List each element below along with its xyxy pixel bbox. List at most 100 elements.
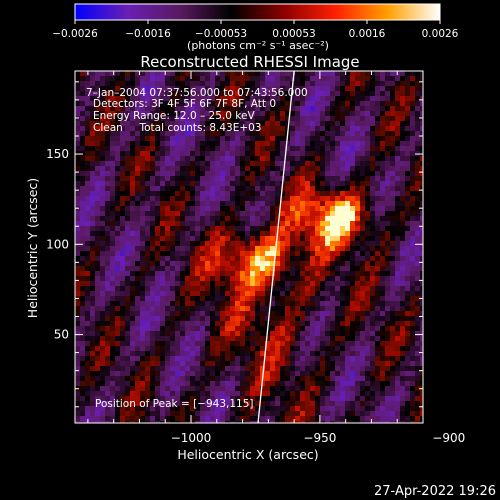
heatmap-cell	[175, 101, 181, 107]
heatmap-cell	[85, 381, 91, 387]
heatmap-cell	[95, 341, 101, 347]
heatmap-cell	[125, 106, 131, 112]
heatmap-cell	[175, 421, 181, 423]
heatmap-cell	[375, 306, 381, 312]
heatmap-cell	[290, 171, 296, 177]
heatmap-cell	[175, 406, 181, 412]
heatmap-cell	[380, 231, 386, 237]
heatmap-cell	[75, 146, 81, 152]
heatmap-cell	[195, 261, 201, 267]
heatmap-cell	[110, 396, 116, 402]
heatmap-cell	[420, 231, 423, 237]
heatmap-cell	[365, 411, 371, 417]
heatmap-cell	[80, 156, 86, 162]
heatmap-cell	[415, 176, 421, 182]
heatmap-cell	[220, 216, 226, 222]
heatmap-cell	[380, 266, 386, 272]
heatmap-cell	[140, 161, 146, 167]
heatmap-cell	[205, 241, 211, 247]
heatmap-cell	[385, 396, 391, 402]
heatmap-cell	[330, 201, 336, 207]
heatmap-cell	[170, 121, 176, 127]
heatmap-cell	[300, 351, 306, 357]
heatmap-cell	[400, 186, 406, 192]
heatmap-cell	[110, 241, 116, 247]
heatmap-cell	[95, 406, 101, 412]
heatmap-cell	[225, 346, 231, 352]
heatmap-cell	[170, 346, 176, 352]
heatmap-cell	[115, 86, 121, 92]
heatmap-cell	[295, 151, 301, 157]
heatmap-cell	[285, 331, 291, 337]
heatmap-cell	[225, 71, 231, 77]
heatmap-cell	[335, 381, 341, 387]
heatmap-cell	[185, 331, 191, 337]
heatmap-cell	[100, 246, 106, 252]
heatmap-cell	[75, 401, 81, 407]
heatmap-cell	[370, 76, 376, 82]
heatmap-cell	[210, 146, 216, 152]
heatmap-cell	[240, 121, 246, 127]
heatmap-cell	[355, 311, 361, 317]
heatmap-cell	[405, 336, 411, 342]
heatmap-cell	[215, 231, 221, 237]
heatmap-cell	[240, 81, 246, 87]
heatmap-cell	[135, 81, 141, 87]
heatmap-cell	[155, 121, 161, 127]
heatmap-cell	[215, 251, 221, 257]
heatmap-cell	[125, 211, 131, 217]
heatmap-cell	[130, 361, 136, 367]
heatmap-cell	[95, 76, 101, 82]
heatmap-cell	[120, 351, 126, 357]
heatmap-cell	[195, 401, 201, 407]
heatmap-cell	[400, 141, 406, 147]
heatmap-cell	[390, 386, 396, 392]
heatmap-cell	[315, 326, 321, 332]
heatmap-cell	[205, 171, 211, 177]
heatmap-cell	[280, 306, 286, 312]
heatmap-cell	[230, 326, 236, 332]
heatmap-cell	[95, 171, 101, 177]
heatmap-cell	[400, 286, 406, 292]
heatmap-cell	[335, 266, 341, 272]
heatmap-cell	[305, 366, 311, 372]
heatmap-cell	[380, 271, 386, 277]
heatmap-cell	[290, 381, 296, 387]
heatmap-cell	[75, 311, 81, 317]
heatmap-cell	[380, 351, 386, 357]
heatmap-cell	[205, 126, 211, 132]
heatmap-cell	[120, 121, 126, 127]
heatmap-cell	[310, 141, 316, 147]
heatmap-cell	[380, 411, 386, 417]
heatmap-cell	[380, 341, 386, 347]
heatmap-cell	[85, 351, 91, 357]
heatmap-cell	[375, 111, 381, 117]
heatmap-cell	[385, 421, 391, 423]
heatmap-cell	[85, 266, 91, 272]
heatmap-cell	[345, 366, 351, 372]
heatmap-cell	[420, 101, 423, 107]
heatmap-cell	[375, 221, 381, 227]
heatmap-cell	[390, 181, 396, 187]
heatmap-cell	[205, 261, 211, 267]
heatmap-cell	[270, 366, 276, 372]
heatmap-cell	[260, 336, 266, 342]
heatmap-cell	[110, 216, 116, 222]
heatmap-cell	[95, 101, 101, 107]
heatmap-cell	[265, 296, 271, 302]
heatmap-cell	[75, 231, 81, 237]
heatmap-cell	[315, 241, 321, 247]
heatmap-cell	[255, 201, 261, 207]
heatmap-cell	[340, 176, 346, 182]
heatmap-cell	[295, 71, 301, 77]
heatmap-cell	[130, 416, 136, 422]
heatmap-cell	[380, 126, 386, 132]
heatmap-cell	[385, 221, 391, 227]
heatmap-cell	[405, 261, 411, 267]
heatmap-cell	[315, 106, 321, 112]
heatmap-cell	[355, 166, 361, 172]
heatmap-cell	[75, 121, 81, 127]
heatmap-cell	[365, 241, 371, 247]
heatmap-cell	[185, 161, 191, 167]
heatmap-cell	[110, 311, 116, 317]
